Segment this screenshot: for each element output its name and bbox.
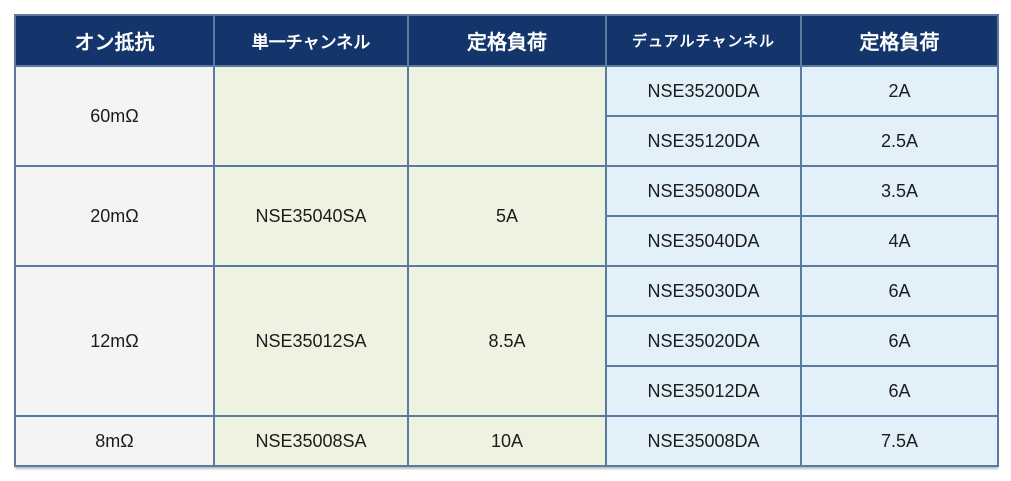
single-part-cell: NSE35012SA — [213, 265, 409, 417]
single-load-cell: 8.5A — [407, 265, 607, 417]
resistance-cell: 20mΩ — [14, 165, 215, 267]
part-selection-table: オン抵抗 単一チャンネル 定格負荷 デュアルチャンネル 定格負荷 60mΩ NS… — [14, 14, 999, 467]
single-part-cell: NSE35040SA — [213, 165, 409, 267]
table-row: 8mΩ NSE35008SA 10A NSE35008DA 7.5A — [14, 415, 999, 467]
table-row: NSE35012DA 6A — [15, 365, 999, 417]
header-single-channel: 単一チャンネル — [213, 14, 409, 67]
table-row: NSE35120DA 2.5A — [15, 115, 999, 167]
dual-part-cell: NSE35080DA — [605, 165, 802, 217]
single-part-cell — [213, 65, 409, 167]
table-row: NSE35040DA 4A — [15, 215, 999, 267]
single-load-cell — [407, 65, 607, 167]
dual-load-cell: 2.5A — [800, 115, 999, 167]
table-row: NSE35020DA 6A — [15, 315, 999, 367]
dual-part-cell: NSE35040DA — [605, 215, 802, 267]
dual-part-cell: NSE35012DA — [605, 365, 802, 417]
part-selection-table-wrap: オン抵抗 単一チャンネル 定格負荷 デュアルチャンネル 定格負荷 60mΩ NS… — [14, 14, 999, 467]
dual-load-cell: 7.5A — [800, 415, 999, 467]
dual-load-cell: 6A — [800, 265, 999, 317]
header-single-rated-load: 定格負荷 — [407, 14, 607, 67]
dual-load-cell: 6A — [800, 315, 999, 367]
resistance-cell: 60mΩ — [14, 65, 215, 167]
header-on-resistance: オン抵抗 — [14, 14, 215, 67]
resistance-cell: 12mΩ — [14, 265, 215, 417]
dual-load-cell: 4A — [800, 215, 999, 267]
header-dual-channel: デュアルチャンネル — [605, 14, 802, 67]
dual-part-cell: NSE35008DA — [605, 415, 802, 467]
single-load-cell: 5A — [407, 165, 607, 267]
single-part-cell: NSE35008SA — [213, 415, 409, 467]
header-row: オン抵抗 単一チャンネル 定格負荷 デュアルチャンネル 定格負荷 — [14, 14, 999, 67]
single-load-cell: 10A — [407, 415, 607, 467]
dual-part-cell: NSE35020DA — [605, 315, 802, 367]
dual-load-cell: 2A — [800, 65, 999, 117]
table-row: 60mΩ NSE35200DA 2A — [14, 65, 999, 167]
dual-load-cell: 3.5A — [800, 165, 999, 217]
header-dual-rated-load: 定格負荷 — [800, 14, 999, 67]
dual-load-cell: 6A — [800, 365, 999, 417]
table-row: 20mΩ NSE35040SA 5A NSE35080DA 3.5A — [14, 165, 999, 267]
dual-part-cell: NSE35030DA — [605, 265, 802, 317]
dual-part-cell: NSE35200DA — [605, 65, 802, 117]
table-row: 12mΩ NSE35012SA 8.5A NSE35030DA 6A — [14, 265, 999, 417]
dual-part-cell: NSE35120DA — [605, 115, 802, 167]
resistance-cell: 8mΩ — [14, 415, 215, 467]
